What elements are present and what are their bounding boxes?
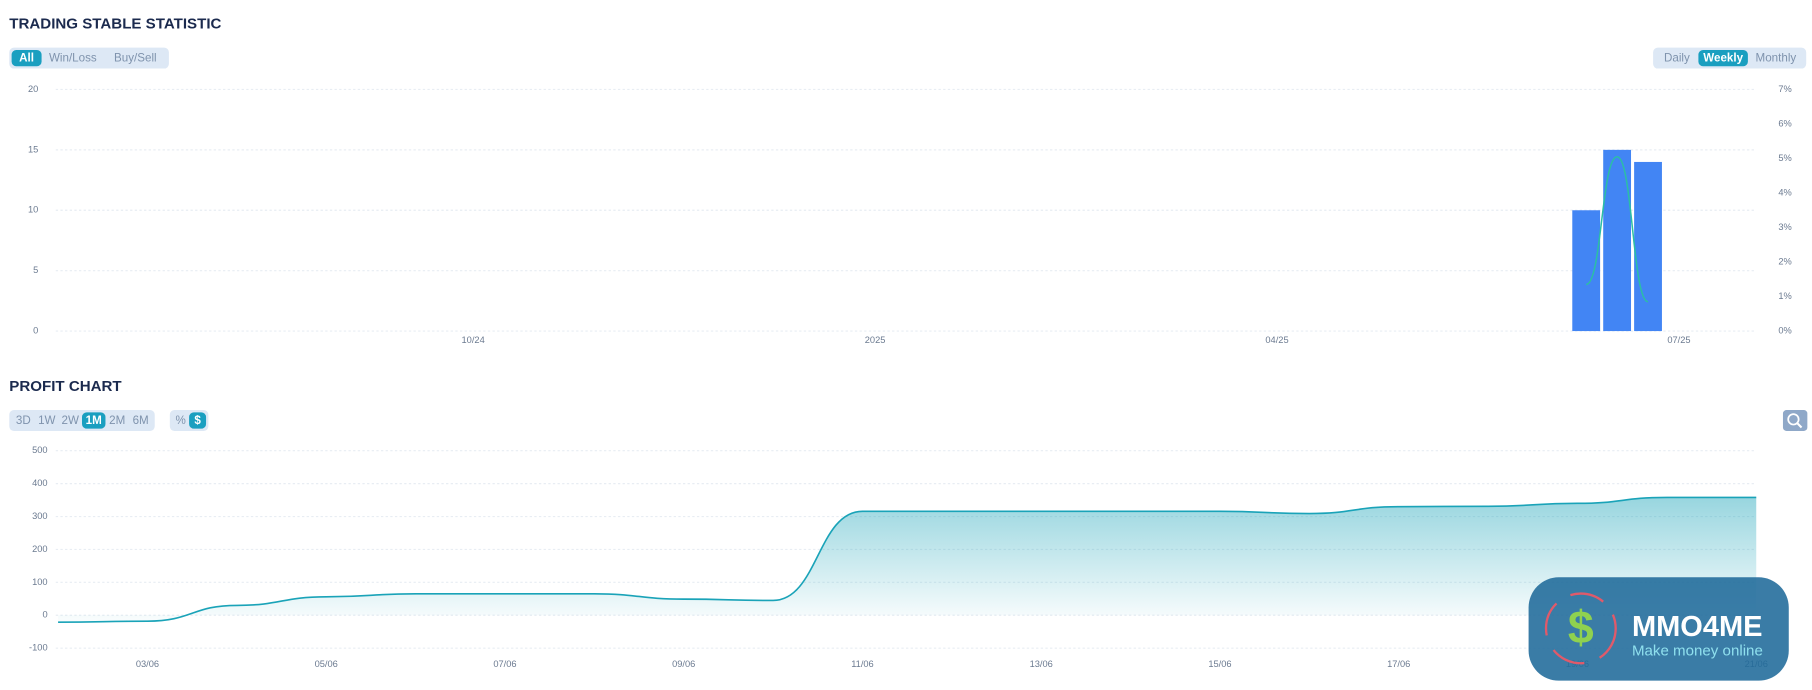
watermark-bg (1528, 577, 1789, 681)
y2-tick-label: 6% (1778, 118, 1791, 128)
y-tick-label: 10 (28, 205, 38, 215)
unit-button[interactable]: % (175, 414, 185, 427)
unit-button-active[interactable] (189, 412, 207, 429)
y-tick-label: 300 (32, 511, 48, 521)
watermark-ring (1544, 592, 1617, 665)
button-group (9, 47, 169, 69)
y2-tick-label: 3% (1778, 222, 1791, 232)
x-tick-label: 2025 (865, 335, 886, 345)
x-tick-label: 04/25 (1265, 335, 1288, 345)
range-button-active[interactable] (82, 412, 106, 429)
range-button[interactable]: 2M (109, 414, 125, 427)
x-tick-label: 13/06 (1030, 659, 1053, 669)
y-tick-label: 500 (32, 445, 48, 455)
filter-button[interactable]: Buy/Sell (114, 52, 157, 65)
watermark-name: MMO4ME (1632, 611, 1763, 643)
filter-button[interactable]: Win/Loss (49, 52, 97, 65)
y-tick-label: 5 (33, 265, 38, 275)
range-button[interactable]: 6M (133, 414, 149, 427)
section-title: PROFIT CHART (9, 378, 122, 395)
period-button[interactable]: Weekly (1703, 52, 1743, 65)
y-tick-label: 15 (28, 144, 38, 154)
x-tick-label: 05/06 (315, 659, 338, 669)
y2-tick-label: 4% (1778, 187, 1791, 197)
y-tick-label: -100 (29, 643, 48, 653)
y-tick-label: 400 (32, 478, 48, 488)
x-tick-label: 17/06 (1387, 659, 1410, 669)
zoom-icon (1787, 413, 1800, 426)
y2-tick-label: 7% (1778, 84, 1791, 94)
range-button[interactable]: 2W (62, 414, 79, 427)
zoom-button-bg[interactable] (1782, 410, 1808, 431)
y-tick-label: 0 (42, 610, 47, 620)
bar (1634, 161, 1662, 332)
y-tick-label: 20 (28, 84, 38, 94)
period-button[interactable]: Daily (1664, 52, 1690, 65)
y-tick-label: 200 (32, 544, 48, 554)
y2-tick-label: 2% (1778, 256, 1791, 266)
zoom-icon (1796, 422, 1803, 429)
range-button[interactable]: 1W (38, 414, 55, 427)
y2-tick-label: 0% (1778, 326, 1791, 336)
y-tick-label: 0 (33, 326, 38, 336)
button-group (9, 410, 155, 431)
line (1585, 156, 1649, 303)
section-title: TRADING STABLE STATISTIC (9, 15, 221, 32)
range-button[interactable]: 1M (86, 414, 102, 427)
period-button[interactable]: Monthly (1756, 52, 1797, 65)
zoom-button[interactable] (1782, 410, 1808, 431)
period-button-active[interactable] (1698, 49, 1748, 67)
x-tick-label: 09/06 (672, 659, 695, 669)
watermark-icon: $ (1568, 601, 1594, 653)
filter-button[interactable]: All (19, 52, 34, 65)
watermark: $ MMO4ME Make money online (1528, 577, 1789, 681)
range-button[interactable]: 3D (16, 414, 31, 427)
area (58, 497, 1757, 623)
unit-button[interactable]: $ (194, 414, 201, 427)
x-tick-label: 15/06 (1208, 659, 1231, 669)
y2-tick-label: 1% (1778, 291, 1791, 301)
x-tick-label: 07/06 (493, 659, 516, 669)
y2-tick-label: 5% (1778, 153, 1791, 163)
bar (1572, 210, 1601, 332)
watermark-tagline: Make money online (1632, 643, 1763, 660)
x-tick-label: 07/25 (1667, 335, 1690, 345)
x-tick-label: 11/06 (851, 659, 874, 669)
line (58, 496, 1757, 623)
x-tick-label: 03/06 (136, 659, 159, 669)
filter-button-active[interactable] (11, 49, 42, 67)
y-tick-label: 100 (32, 577, 48, 587)
x-tick-label: 10/24 (462, 335, 485, 345)
